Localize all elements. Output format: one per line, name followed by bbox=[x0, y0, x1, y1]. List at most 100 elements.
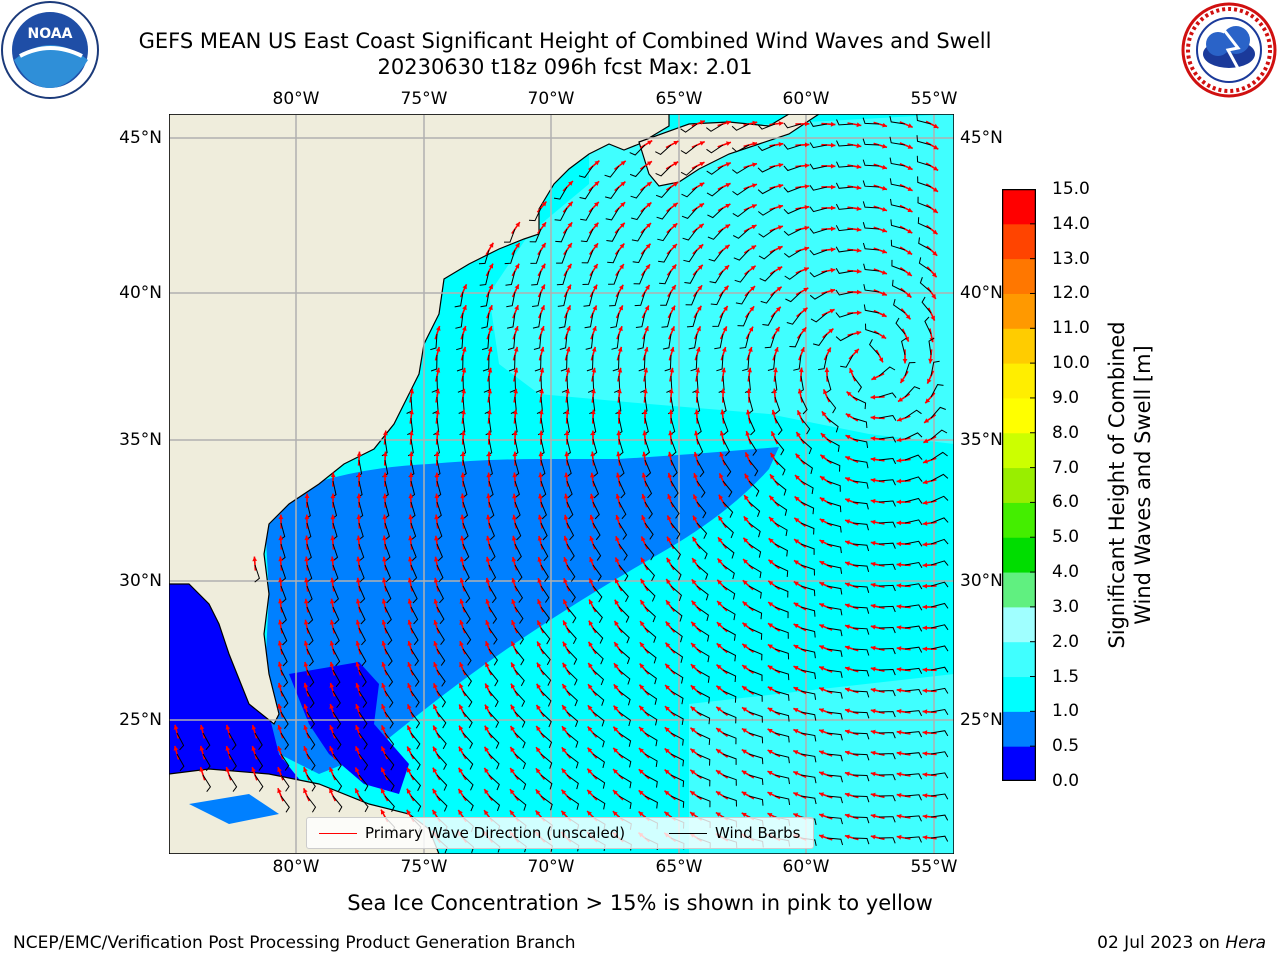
wind-barb bbox=[462, 795, 474, 812]
wind-barb bbox=[540, 564, 549, 583]
wave-direction-arrowhead bbox=[408, 535, 413, 541]
wind-barb bbox=[716, 354, 724, 372]
wind-barb bbox=[852, 459, 869, 469]
wind-barb bbox=[384, 690, 394, 708]
wave-direction-arrowhead bbox=[435, 388, 441, 394]
wind-barb bbox=[774, 459, 786, 476]
wave-direction-arrowhead bbox=[744, 495, 749, 501]
wind-barb bbox=[732, 207, 750, 218]
wind-barb bbox=[632, 249, 646, 264]
wave-direction-arrowhead bbox=[381, 725, 386, 731]
wind-barb bbox=[748, 438, 758, 456]
wind-barb bbox=[826, 627, 843, 637]
wind-barb bbox=[930, 429, 948, 440]
wave-direction-arrowhead bbox=[593, 243, 598, 249]
wind-barb bbox=[670, 648, 684, 663]
wave-direction-arrowhead bbox=[613, 684, 619, 690]
wind-barb bbox=[488, 606, 498, 624]
wind-barb bbox=[809, 291, 828, 300]
wave-direction-arrowhead bbox=[587, 726, 593, 732]
wind-barb bbox=[774, 774, 790, 785]
wind-barb bbox=[488, 564, 497, 583]
wind-barb bbox=[809, 270, 828, 278]
wind-barb bbox=[488, 795, 501, 812]
wind-barb bbox=[618, 753, 632, 768]
wave-direction-arrowhead bbox=[820, 476, 825, 481]
wave-direction-arrowhead bbox=[748, 347, 753, 352]
wave-direction-arrowhead bbox=[537, 557, 543, 562]
wind-barb bbox=[488, 627, 498, 645]
wind-barb bbox=[760, 291, 776, 304]
wave-direction-arrowhead bbox=[819, 708, 825, 713]
wave-direction-arrowhead bbox=[329, 619, 335, 625]
wind-barb bbox=[436, 690, 447, 708]
wind-barb bbox=[818, 354, 828, 371]
wind-barb bbox=[655, 165, 672, 177]
lon-label: 75°W bbox=[400, 857, 448, 877]
wind-barb bbox=[566, 543, 575, 562]
wave-direction-arrowhead bbox=[664, 811, 670, 817]
wave-direction-arrowhead bbox=[752, 183, 757, 188]
wave-direction-arrowhead bbox=[563, 599, 568, 605]
wind-barb bbox=[332, 648, 341, 667]
wave-direction-arrowhead bbox=[485, 556, 491, 562]
wave-direction-arrowhead bbox=[535, 789, 541, 795]
wave-direction-arrowhead bbox=[922, 583, 927, 589]
legend-item-wave-direction: Primary Wave Direction (unscaled) bbox=[319, 824, 625, 842]
wave-direction-arrowhead bbox=[773, 367, 778, 373]
wave-direction-arrowhead bbox=[615, 557, 620, 563]
wave-direction-arrowhead bbox=[433, 598, 439, 604]
wind-barb bbox=[664, 354, 672, 372]
wave-direction-arrowhead bbox=[511, 599, 516, 605]
wave-direction-arrowhead bbox=[588, 663, 593, 668]
wave-direction-arrowhead bbox=[844, 792, 850, 798]
wind-barb bbox=[930, 730, 949, 737]
wave-direction-arrowhead bbox=[329, 683, 335, 688]
wave-direction-arrowhead bbox=[613, 747, 618, 753]
land-nova-scotia bbox=[638, 114, 821, 187]
wind-barb bbox=[579, 186, 594, 200]
wind-barb bbox=[592, 501, 600, 520]
wave-direction-arrowhead bbox=[845, 687, 850, 693]
wind-barb bbox=[436, 543, 443, 562]
wave-direction-arrowhead bbox=[619, 243, 625, 249]
wind-barb bbox=[670, 522, 681, 540]
wind-barb bbox=[748, 795, 764, 806]
wind-barb bbox=[481, 333, 490, 351]
wave-direction-arrowhead bbox=[745, 409, 751, 415]
wave-direction-arrowhead bbox=[896, 583, 902, 588]
wave-direction-arrowhead bbox=[819, 813, 824, 818]
wind-barb bbox=[306, 585, 313, 604]
wave-direction-arrowhead bbox=[896, 478, 902, 484]
wind-barb bbox=[722, 438, 731, 457]
wind-barb bbox=[358, 669, 367, 688]
wind-barb bbox=[670, 480, 679, 499]
wind-barb bbox=[696, 711, 711, 725]
wind-barb bbox=[783, 249, 802, 258]
colorbar-segment bbox=[1002, 606, 1036, 643]
wind-barb bbox=[566, 480, 573, 499]
wave-direction-arrowhead bbox=[484, 789, 489, 794]
wave-direction-arrowhead bbox=[719, 473, 724, 479]
colorbar-segment bbox=[1002, 293, 1036, 329]
wind-barb bbox=[644, 774, 658, 788]
wind-barb bbox=[566, 522, 575, 541]
wind-barb bbox=[722, 522, 734, 539]
wave-direction-arrowhead bbox=[356, 451, 362, 457]
wave-direction-arrowhead bbox=[770, 452, 775, 458]
wave-direction-arrowhead bbox=[870, 519, 876, 525]
wind-barb bbox=[826, 417, 839, 433]
wind-barb bbox=[553, 186, 568, 200]
red-line-icon bbox=[319, 833, 357, 834]
wave-direction-arrowhead bbox=[486, 451, 492, 456]
wind-barb bbox=[202, 732, 211, 751]
wave-direction-arrowhead bbox=[856, 143, 862, 149]
wind-barb bbox=[748, 690, 763, 702]
wave-direction-arrowhead bbox=[515, 242, 520, 248]
wind-barb bbox=[904, 815, 922, 822]
wave-direction-arrowhead bbox=[459, 598, 465, 604]
wave-direction-arrowhead bbox=[485, 599, 490, 604]
lat-label: 40°N bbox=[119, 283, 162, 303]
wave-direction-arrowhead bbox=[666, 600, 671, 606]
wind-barb bbox=[862, 180, 880, 188]
